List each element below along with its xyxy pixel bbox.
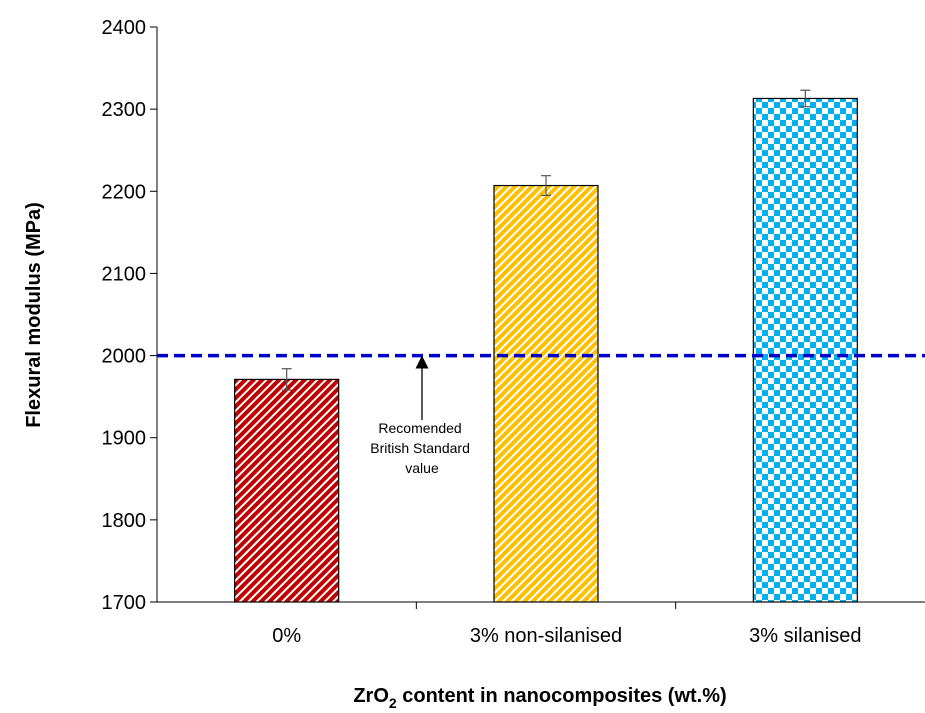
x-axis-title-subscript: 2	[389, 695, 397, 711]
y-axis-title: Flexural modulus (MPa)	[23, 202, 45, 428]
annotation-line-3: value	[405, 460, 439, 476]
x-category-label: 3% silanised	[749, 625, 861, 647]
x-axis-title: ZrO2 content in nanocomposites (wt.%)	[353, 685, 726, 711]
annotation-line-2: British Standard	[370, 440, 470, 456]
y-tick-label: 2000	[102, 346, 147, 368]
x-axis-title-suffix: content in nanocomposites (wt.%)	[397, 685, 727, 707]
y-tick-label: 2100	[102, 263, 147, 285]
annotation-text: Recomended British Standard value	[370, 420, 474, 476]
bar	[493, 184, 599, 603]
y-tick-label: 1700	[102, 592, 147, 614]
bar	[752, 97, 858, 603]
y-tick-label: 1800	[102, 510, 147, 532]
annotation-line-1: Recomended	[378, 420, 461, 436]
x-category-label: 0%	[272, 625, 301, 647]
x-category-label: 3% non-silanised	[470, 625, 622, 647]
bar	[234, 378, 340, 603]
y-tick-label: 1900	[102, 428, 147, 450]
y-tick-label: 2300	[102, 99, 147, 121]
x-axis-title-prefix: ZrO	[353, 685, 389, 707]
y-tick-label: 2400	[102, 17, 147, 39]
y-tick-label: 2200	[102, 181, 147, 203]
